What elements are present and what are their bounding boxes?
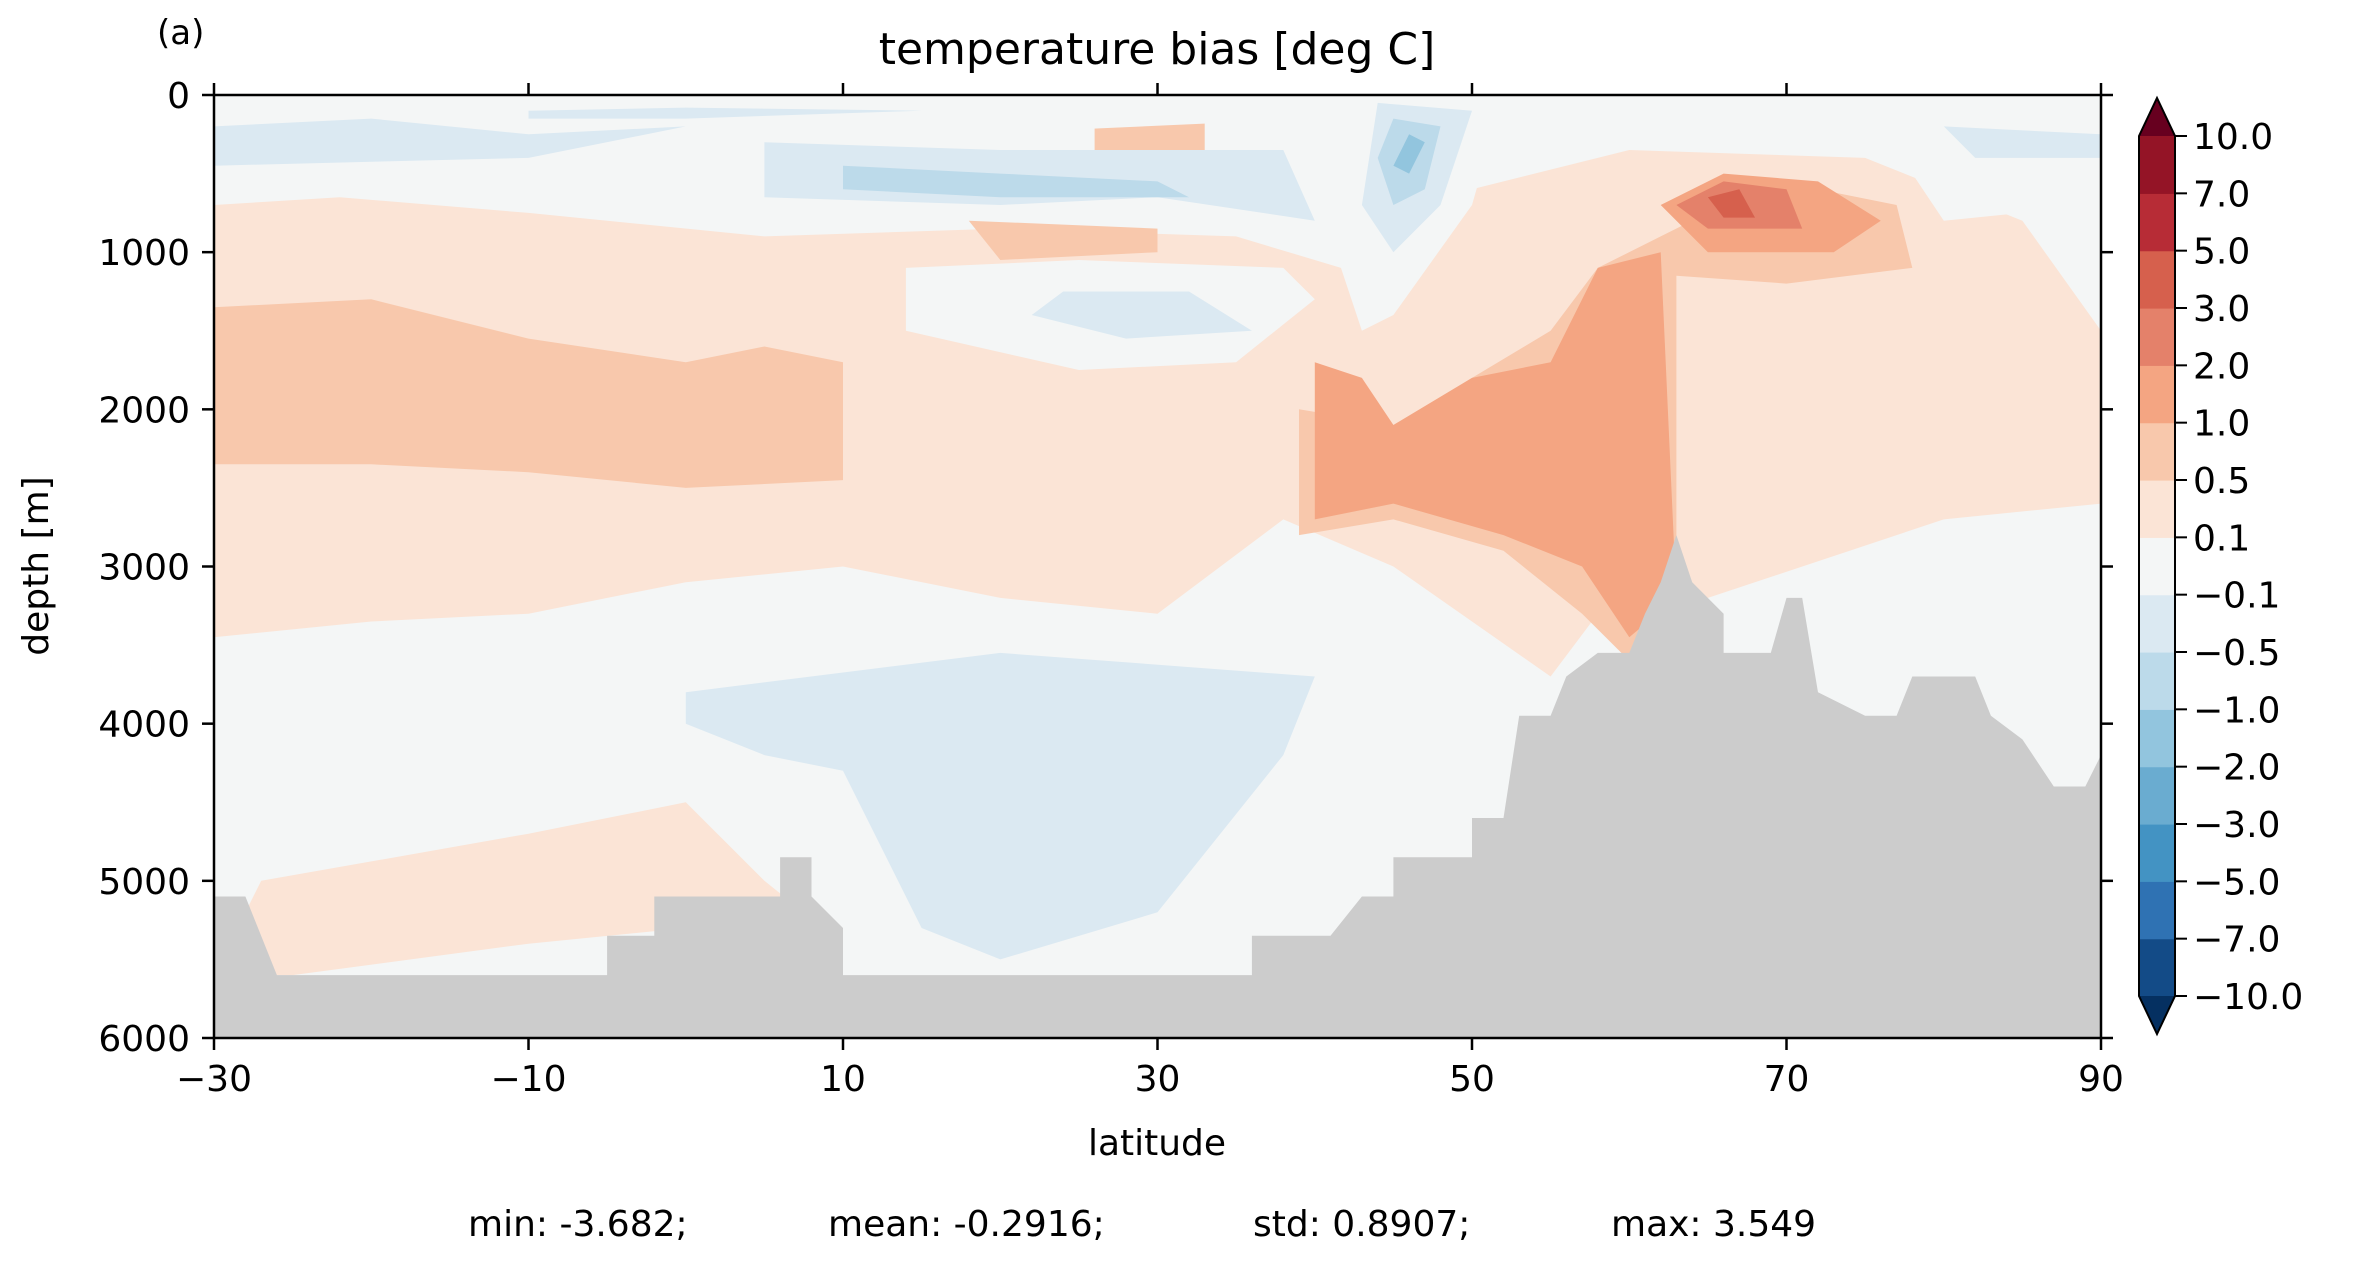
x-tick-label-6: 90	[2078, 1059, 2124, 1100]
contour-region-21	[214, 802, 843, 976]
contour-region-16	[1393, 134, 1425, 174]
contour-region-12	[843, 165, 1189, 198]
colorbar-tick-label-4: −2.0	[2193, 748, 2280, 789]
y-tick-label-4: 4000	[98, 705, 190, 746]
contour-regions	[214, 95, 2101, 976]
colorbar: −10.0 −7.0 −5.0 −3.0 −2.0 −1.0 −0.5 −0.1 0.1 0.5 1…	[2138, 95, 2303, 1037]
colorbar-extend-bottom	[2139, 996, 2175, 1034]
colorbar-tick-label-3: −3.0	[2193, 805, 2280, 846]
x-tick-label-5: 70	[1764, 1059, 1810, 1100]
contour-region-23	[1943, 126, 2101, 158]
contour-region-10	[214, 118, 686, 166]
contour-region-3	[1314, 252, 1677, 638]
colorbar-tick-label-0: −10.0	[2193, 977, 2303, 1018]
colorbar-tick-label-11: 2.0	[2193, 346, 2250, 387]
y-axis-label: depth [m]	[16, 476, 57, 655]
stats-line: min: -3.682; mean: -0.2916; std: 0.8907;…	[468, 1204, 1816, 1245]
stat-std: std: 0.8907;	[1253, 1204, 1470, 1245]
contour-region-1	[214, 299, 843, 488]
colorbar-segment-4	[2139, 709, 2175, 768]
stat-max: max: 3.549	[1611, 1204, 1816, 1245]
colorbar-tick-label-5: −1.0	[2193, 690, 2280, 731]
colorbar-segment-11	[2139, 308, 2175, 366]
contour-region-18	[1031, 291, 1252, 339]
colorbar-tick-label-6: −0.5	[2193, 633, 2280, 674]
colorbar-segment-3	[2139, 766, 2175, 825]
colorbar-tick-label-9: 0.5	[2193, 461, 2250, 502]
contour-region-7	[968, 220, 1158, 260]
colorbar-tick-label-10: 1.0	[2193, 404, 2250, 445]
colorbar-extend-top	[2139, 98, 2175, 136]
colorbar-segment-8	[2139, 480, 2175, 538]
colorbar-segment-7	[2139, 537, 2175, 596]
colorbar-tick-label-7: −0.1	[2193, 576, 2280, 617]
colorbar-segment-14	[2139, 136, 2175, 194]
colorbar-segment-1	[2139, 881, 2175, 940]
colorbar-segment-0	[2139, 938, 2175, 997]
panel-label: (a)	[157, 13, 204, 53]
stat-min: min: -3.682;	[468, 1204, 688, 1245]
colorbar-segment-10	[2139, 365, 2175, 424]
colorbar-segment-9	[2139, 422, 2175, 481]
y-tick-label-3: 3000	[98, 548, 190, 589]
y-tick-label-2: 2000	[98, 390, 190, 431]
y-tick-label-0: 0	[167, 76, 190, 117]
contour-region-6	[1707, 189, 1755, 218]
y-tick-label-6: 6000	[98, 1019, 190, 1060]
stat-mean: mean: -0.2916;	[828, 1204, 1105, 1245]
x-tick-label-1: −10	[491, 1059, 567, 1100]
contour-region-8	[1094, 118, 1205, 155]
colorbar-segment-2	[2139, 824, 2175, 882]
x-tick-label-0: −30	[176, 1059, 252, 1100]
contour-region-20	[685, 652, 1315, 960]
y-axis: 0 1000 2000 3000 4000 5000 6000	[98, 76, 2113, 1060]
x-axis-label: latitude	[1088, 1123, 1226, 1164]
x-tick-label-2: 10	[820, 1059, 866, 1100]
x-tick-label-4: 50	[1449, 1059, 1495, 1100]
x-axis: −30 −10 10 30 50 70 90	[176, 83, 2124, 1100]
colorbar-segment-13	[2139, 193, 2175, 252]
colorbar-segment-5	[2139, 652, 2175, 710]
contour-region-19	[528, 107, 922, 119]
colorbar-segment-6	[2139, 594, 2175, 653]
colorbar-tick-label-8: 0.1	[2193, 518, 2250, 559]
y-tick-label-1: 1000	[98, 233, 190, 274]
x-tick-label-3: 30	[1135, 1059, 1181, 1100]
contour-region-22	[1912, 110, 2101, 221]
colorbar-tick-label-15: 10.0	[2193, 117, 2273, 158]
colorbar-segment-12	[2139, 250, 2175, 309]
colorbar-tick-label-2: −5.0	[2193, 862, 2280, 903]
colorbar-tick-label-12: 3.0	[2193, 289, 2250, 330]
y-tick-label-5: 5000	[98, 862, 190, 903]
bathymetry-mask	[214, 535, 2101, 1038]
colorbar-tick-label-14: 7.0	[2193, 174, 2250, 215]
colorbar-tick-label-1: −7.0	[2193, 920, 2280, 961]
chart-title: temperature bias [deg C]	[879, 24, 1436, 75]
plot-area	[214, 95, 2101, 1038]
colorbar-tick-label-13: 5.0	[2193, 232, 2250, 273]
